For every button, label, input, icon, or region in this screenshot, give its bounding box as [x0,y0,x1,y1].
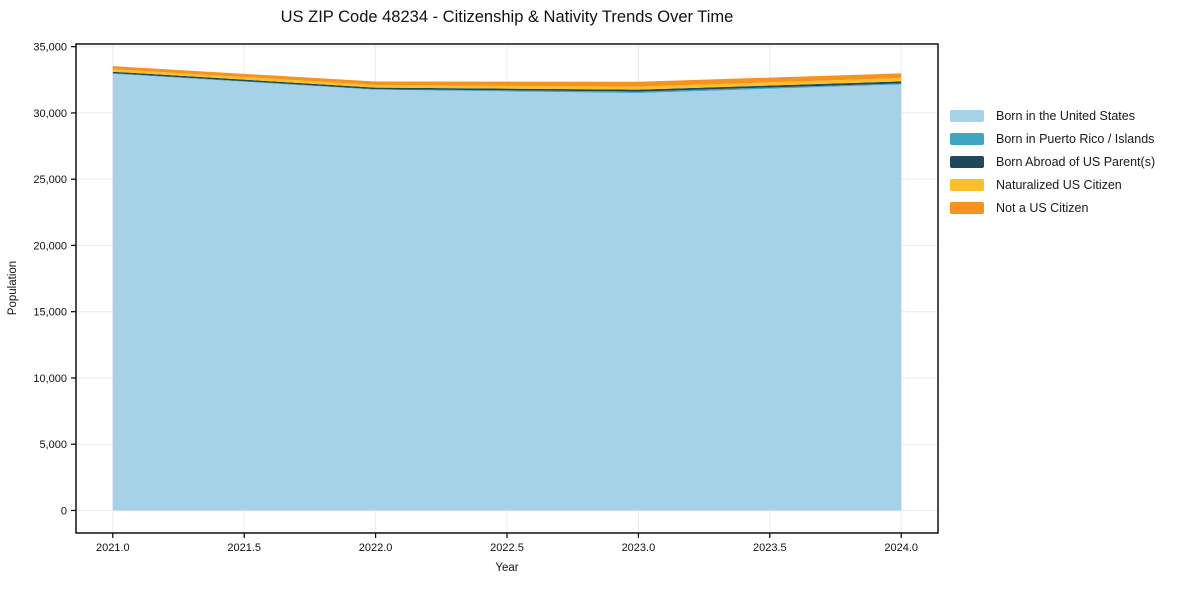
legend-swatch [950,132,984,145]
area-series [112,66,902,87]
area-series [112,69,902,90]
y-tick-label: 0 [61,505,67,517]
x-tick-label: 2023.0 [622,542,656,554]
x-tick-label: 2022.5 [490,542,524,554]
y-tick-label: 25,000 [33,174,67,186]
area-series [112,71,902,92]
y-tick-label: 10,000 [33,373,67,385]
legend-label: Born in the United States [996,108,1135,123]
x-tick-label: 2024.0 [884,542,918,554]
legend-item: Naturalized US Citizen [950,173,1155,196]
legend-label: Born in Puerto Rico / Islands [996,131,1155,146]
legend: Born in the United States Born in Puerto … [950,104,1155,219]
legend-swatch [950,201,984,214]
legend-label: Not a US Citizen [996,200,1089,215]
legend-label: Born Abroad of US Parent(s) [996,154,1156,169]
x-tick-label: 2021.0 [96,542,130,554]
chart-title: US ZIP Code 48234 - Citizenship & Nativi… [280,8,734,26]
legend-item: Born in Puerto Rico / Islands [950,127,1155,150]
y-tick-label: 5,000 [39,439,67,451]
y-tick-label: 15,000 [33,307,67,319]
y-tick-label: 20,000 [33,240,67,252]
x-tick-label: 2022.0 [359,542,393,554]
legend-item: Born in the United States [950,104,1155,127]
x-tick-label: 2023.5 [753,542,787,554]
y-axis-label: Population [7,260,19,316]
legend-swatch [950,178,984,191]
x-tick-label: 2021.5 [227,542,261,554]
y-tick-label: 35,000 [33,42,67,54]
x-axis-label: Year [495,562,519,574]
legend-swatch [950,155,984,168]
area-series [112,73,902,511]
area-series [112,73,902,94]
legend-item: Not a US Citizen [950,196,1155,219]
y-tick-label: 30,000 [33,108,67,120]
legend-label: Naturalized US Citizen [996,177,1122,192]
legend-swatch [950,109,984,122]
legend-item: Born Abroad of US Parent(s) [950,150,1155,173]
